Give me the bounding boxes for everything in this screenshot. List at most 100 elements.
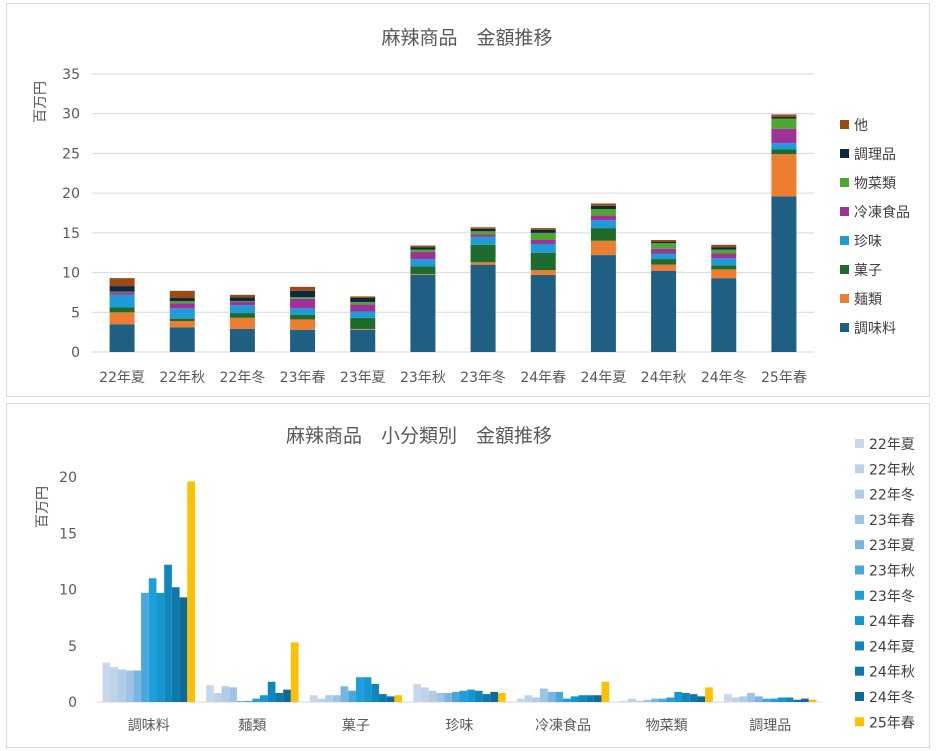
chart2-bar — [643, 699, 652, 702]
chart2-legend-swatch — [855, 692, 864, 701]
chart1-bar-segment — [651, 270, 677, 352]
chart1-bar-segment — [590, 255, 616, 352]
chart2-legend-swatch — [855, 666, 864, 676]
chart2-bar — [658, 698, 667, 702]
chart2-legend-label: 24年春 — [869, 614, 915, 630]
chart2-bar — [355, 677, 364, 702]
chart2-bar — [739, 696, 748, 702]
chart1-bar-segment — [350, 296, 376, 298]
chart2-bar — [754, 696, 763, 702]
chart2-legend-label: 22年冬 — [869, 488, 915, 504]
chart2-bar — [386, 696, 395, 702]
chart1-x-tick-label: 22年夏 — [99, 370, 145, 386]
chart1-bar-segment — [169, 318, 195, 322]
chart1-bar-segment — [290, 286, 316, 291]
chart1-bar-segment — [771, 118, 797, 129]
chart2-bar — [332, 695, 341, 702]
chart1-legend-swatch — [840, 120, 849, 129]
chart1-bar-segment — [530, 232, 556, 241]
chart2-bar — [555, 691, 564, 702]
chart2-legend-label: 23年春 — [869, 513, 915, 529]
chart2-bar — [164, 564, 172, 702]
chart1-y-tick-label: 15 — [62, 226, 80, 242]
chart1-y-tick-label: 25 — [62, 146, 80, 162]
chart2-bar — [317, 698, 326, 702]
chart1-bar-segment — [169, 308, 195, 319]
chart1-bar-segment — [290, 290, 316, 298]
chart2-legend-swatch — [855, 514, 864, 524]
chart1-bar-segment — [771, 114, 797, 117]
chart2-bar — [498, 693, 506, 702]
chart2-x-tick-label: 冷凍食品 — [535, 717, 591, 734]
chart1-ylabel: 百万円 — [33, 81, 49, 123]
chart2-bar — [156, 592, 165, 702]
chart1-y-tick-label: 35 — [62, 67, 80, 83]
chart1-legend-swatch — [840, 149, 849, 158]
chart2-bar — [593, 695, 602, 702]
chart1-legend-label: 珍味 — [854, 234, 882, 250]
grouped-chart: 麻辣商品 小分類別 金額推移 百万円 0 5 10 15 20 調味料 麺類 菓子 珍味 冷凍食… — [35, 425, 915, 734]
chart1-bar-segment — [109, 278, 135, 287]
chart1-bar-segment — [590, 220, 616, 229]
chart1-bar-segment — [410, 245, 436, 248]
chart1-bar-segment — [590, 209, 616, 216]
chart2-bar — [539, 688, 548, 702]
chart1-bar-segment — [109, 294, 135, 308]
chart1-bar-segment — [530, 252, 556, 271]
chart2-bar — [110, 667, 118, 702]
chart1-bar-segment — [651, 241, 677, 244]
chart1-legend-label: 菓子 — [854, 263, 882, 279]
chart1-bar-segment — [711, 269, 737, 279]
chart1-bar-segment — [229, 305, 255, 314]
chart2-x-tick-label: 麺類 — [238, 718, 266, 734]
chart2-bar — [620, 700, 629, 702]
chart2-legend-swatch — [855, 464, 864, 474]
chart1-legend-swatch — [840, 207, 849, 216]
chart1-bar-segment — [590, 205, 616, 210]
chart2-bar — [586, 695, 594, 702]
chart2-bar — [570, 696, 579, 702]
chart1-y-tick-label: 20 — [62, 186, 80, 202]
chart1-x-tick-label: 22年秋 — [159, 370, 205, 386]
chart2-bar — [340, 686, 349, 702]
chart1-bars — [109, 114, 797, 352]
chart1-bar-segment — [651, 259, 677, 265]
chart1-bar-segment — [590, 240, 616, 256]
chart1-bar-segment — [290, 329, 316, 352]
chart2-bar — [221, 686, 230, 702]
chart2-bar — [290, 642, 299, 702]
chart2-bar — [267, 681, 276, 702]
chart1-x-tick-label: 24年秋 — [641, 370, 687, 386]
chart2-bar — [532, 697, 540, 702]
chart1-bar-segment — [290, 314, 316, 320]
chart1-bar-segment — [410, 266, 436, 275]
chart2-bar — [474, 690, 483, 702]
chart2-y-ticks: 0 5 10 15 20 — [59, 470, 77, 711]
chart1-bar-segment — [350, 304, 376, 312]
chart1-bar-segment — [229, 313, 255, 318]
chart1-x-tick-label: 23年夏 — [340, 370, 386, 386]
chart1-legend-label: 調味料 — [854, 321, 896, 337]
chart1-bar-segment — [771, 149, 797, 155]
chart1-bar-segment — [290, 297, 316, 299]
chart2-y-tick-label: 20 — [59, 470, 77, 486]
chart2-bar — [236, 700, 245, 702]
chart2-bar — [524, 695, 533, 702]
chart1-bar-segment — [109, 312, 135, 325]
chart1-x-tick-label: 24年春 — [520, 370, 566, 386]
chart2-bar — [563, 698, 571, 702]
chart1-bar-segment — [711, 249, 737, 254]
chart1-bar-segment — [470, 244, 496, 263]
chart1-bar-segment — [410, 274, 436, 352]
chart2-bar — [651, 698, 659, 702]
chart2-legend-swatch — [855, 565, 864, 575]
chart2-bar — [133, 670, 142, 702]
chart1-bar-segment — [771, 128, 797, 144]
chart1-bar-segment — [169, 290, 195, 298]
chart1-x-tick-label: 22年冬 — [220, 370, 266, 386]
chart1-x-tick-label: 23年秋 — [400, 370, 446, 386]
chart1-legend-swatch — [840, 178, 849, 187]
chart2-bar — [421, 687, 429, 702]
chart2-bar — [682, 693, 690, 702]
chart1-x-tick-label: 23年春 — [280, 370, 326, 386]
